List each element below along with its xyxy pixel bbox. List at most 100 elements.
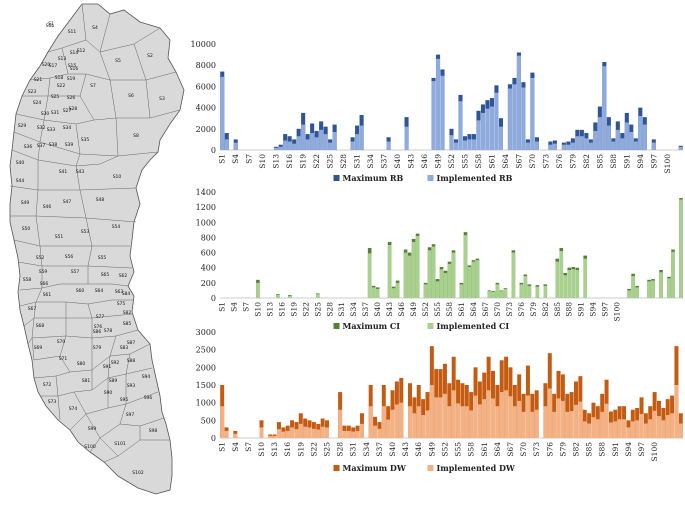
bar-implemented <box>567 269 572 298</box>
bar-implemented <box>292 143 297 150</box>
bar-implemented <box>460 406 465 438</box>
x-tick-label: S100 <box>663 154 672 174</box>
x-tick-label: S16 <box>277 302 286 317</box>
bar-implemented <box>503 288 508 298</box>
bar-implemented <box>456 403 461 438</box>
bar-implemented <box>525 142 530 150</box>
bar-implemented <box>670 413 675 438</box>
bar-implemented <box>595 419 600 438</box>
bar-implemented <box>447 406 452 438</box>
x-tick-label: S25 <box>313 302 322 317</box>
y-tick-label: 1000 <box>196 218 216 227</box>
x-tick-label: S31 <box>349 442 358 457</box>
bar-implemented <box>287 141 292 150</box>
x-tick-label: S64 <box>501 154 510 169</box>
region-label-s12: S12 <box>77 48 86 54</box>
region-label-s89: S89 <box>109 378 118 384</box>
bar-implemented <box>316 429 321 438</box>
bar-implemented <box>440 75 445 150</box>
bar-implemented <box>411 241 416 298</box>
x-tick-label: S22 <box>312 154 321 169</box>
bar-implemented <box>412 413 417 438</box>
bar-implemented <box>499 291 504 298</box>
x-tick-label: S61 <box>480 442 489 457</box>
bar-implemented <box>512 84 517 150</box>
bar-implemented <box>534 141 539 150</box>
region-label-s44: S44 <box>16 178 25 184</box>
bar-implemented <box>498 126 503 150</box>
region-label-s68: S68 <box>36 323 45 329</box>
y-tick-label: 500 <box>201 416 216 425</box>
bar-implemented <box>431 246 436 298</box>
x-tick-label: S94 <box>636 154 645 169</box>
region-label-s99: S99 <box>88 426 97 432</box>
bar-implemented <box>449 135 454 150</box>
x-tick-label: S82 <box>541 302 550 317</box>
region-label-s59: S59 <box>39 269 48 275</box>
bar-implemented <box>359 125 364 150</box>
bar-implemented <box>415 235 420 298</box>
bar-implemented <box>394 404 399 438</box>
y-tick-label: 8000 <box>196 61 216 70</box>
legend-label: Maximum RB <box>343 173 404 183</box>
x-tick-label: S55 <box>460 154 469 169</box>
bar-implemented <box>482 399 487 438</box>
legend-swatch <box>427 465 434 471</box>
bar-implemented <box>403 252 408 298</box>
x-tick-label: S37 <box>361 302 370 317</box>
bar-implemented <box>459 284 464 298</box>
bar-implemented <box>390 409 395 438</box>
bar-implemented <box>477 404 482 438</box>
bar-implemented <box>381 406 386 438</box>
region-label-s46: S46 <box>43 204 52 210</box>
bar-implemented <box>591 417 596 438</box>
x-tick-label: S88 <box>565 302 574 317</box>
x-tick-label: S82 <box>571 442 580 457</box>
x-tick-label: S49 <box>434 154 443 169</box>
bar-implemented <box>373 425 378 438</box>
x-tick-label: S28 <box>325 302 334 317</box>
x-tick-label: S40 <box>373 302 382 317</box>
x-tick-label: S67 <box>514 154 523 169</box>
x-tick-label: S58 <box>474 154 483 169</box>
map-borders <box>9 3 181 463</box>
region-label-s77: S77 <box>96 314 105 320</box>
bar-implemented <box>638 116 643 150</box>
x-tick-label: S28 <box>339 154 348 169</box>
bar-implemented <box>489 106 495 150</box>
bar-implemented <box>298 423 303 438</box>
bar-implemented <box>627 290 631 298</box>
x-tick-label: S61 <box>457 302 466 317</box>
x-tick-label: S34 <box>349 302 358 317</box>
bar-implemented <box>678 423 683 438</box>
bar-implemented <box>288 295 292 298</box>
bar-implemented <box>377 428 382 438</box>
bar-implemented <box>480 112 486 150</box>
bar-implemented <box>438 397 443 438</box>
region-label-s41: S41 <box>59 169 68 175</box>
bar-implemented <box>458 101 463 150</box>
x-tick-label: S88 <box>598 442 607 457</box>
bar-implemented <box>648 419 653 438</box>
region-label-s88: S88 <box>127 358 136 364</box>
bar-implemented <box>543 285 548 298</box>
region-label-s38: S38 <box>49 142 58 148</box>
bar-implemented <box>495 406 500 438</box>
bar-implemented <box>429 385 434 438</box>
bar-implemented <box>651 142 656 150</box>
region-label-s14: S14 <box>70 50 79 56</box>
bar-implemented <box>552 143 557 150</box>
bar-implemented <box>561 144 566 150</box>
bar-implemented <box>332 131 337 150</box>
x-tick-label: S16 <box>283 442 292 457</box>
region-label-s73: S73 <box>48 399 57 405</box>
bar-implemented <box>233 142 238 150</box>
bar-implemented <box>404 126 409 150</box>
bar-implemented <box>602 66 607 150</box>
region-label-s48: S48 <box>96 197 105 203</box>
region-label-s26: S26 <box>67 95 76 101</box>
region-label-s60: S60 <box>76 288 85 294</box>
x-tick-label: S10 <box>258 154 267 169</box>
bar-implemented <box>521 411 526 438</box>
bar-implemented <box>290 427 295 438</box>
